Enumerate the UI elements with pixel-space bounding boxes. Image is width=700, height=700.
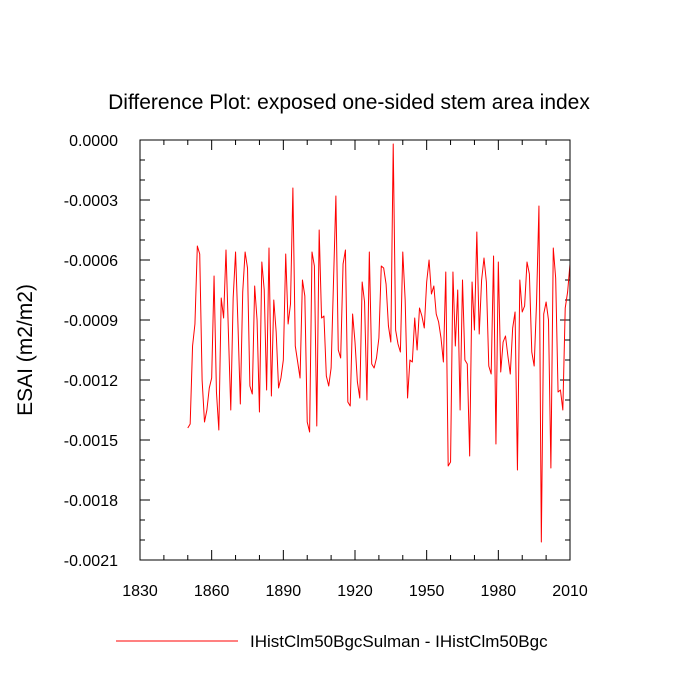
x-tick-label: 1860 xyxy=(194,583,230,600)
x-tick-label: 2010 xyxy=(552,583,588,600)
plot-frame xyxy=(139,139,571,561)
y-axis-label: ESAI (m2/m2) xyxy=(14,284,37,416)
x-tick-label: 1890 xyxy=(266,583,302,600)
y-tick-label: -0.0012 xyxy=(64,373,118,390)
y-tick-label: -0.0009 xyxy=(64,313,118,330)
x-tick-label: 1980 xyxy=(481,583,517,600)
y-tick-label: 0.0000 xyxy=(69,133,118,150)
y-tick-label: -0.0006 xyxy=(64,253,118,270)
legend-label: IHistClm50BgcSulman - IHistClm50Bgc xyxy=(250,632,548,651)
legend: IHistClm50BgcSulman - IHistClm50Bgc xyxy=(116,632,548,651)
x-tick-label: 1830 xyxy=(122,583,158,600)
y-tick-label: -0.0015 xyxy=(64,433,118,450)
y-tick-label: -0.0018 xyxy=(64,493,118,510)
chart-title: Difference Plot: exposed one-sided stem … xyxy=(108,91,590,114)
x-tick-label: 1950 xyxy=(409,583,445,600)
x-tick-label: 1920 xyxy=(337,583,373,600)
y-tick-label: -0.0003 xyxy=(64,193,118,210)
y-tick-label: -0.0021 xyxy=(64,553,118,570)
series-line xyxy=(187,143,571,543)
